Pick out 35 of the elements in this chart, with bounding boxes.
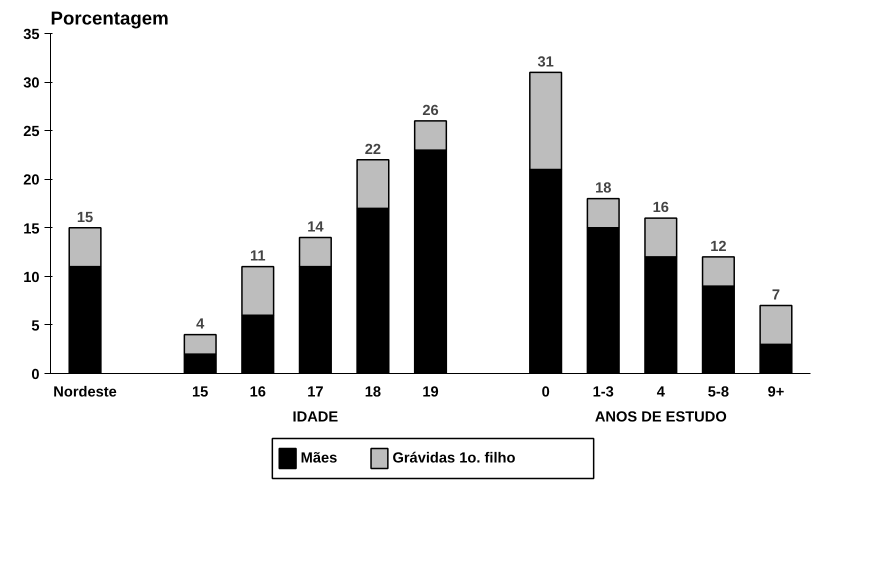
total-label: 7: [772, 288, 780, 304]
legend-label: Mães: [300, 450, 338, 466]
x-tick-label: 5-8: [708, 384, 729, 400]
total-label: 11: [250, 248, 266, 265]
x-tick-label: Nordeste: [53, 384, 117, 400]
x-tick-label: 9+: [768, 384, 784, 400]
total-label: 22: [364, 142, 382, 158]
y-tick-label: 0: [31, 367, 40, 383]
legend-label: Grávidas 1o. filho: [392, 450, 516, 466]
y-tick-label: 5: [31, 318, 40, 334]
total-label: 31: [538, 54, 554, 70]
total-label: 18: [595, 180, 612, 197]
y-tick-label: 20: [23, 172, 40, 189]
total-label: 12: [710, 238, 727, 255]
x-tick-label: 0: [542, 384, 550, 400]
y-tick-label: 30: [23, 76, 40, 92]
x-tick-label: 19: [422, 384, 439, 400]
total-label: 14: [307, 220, 324, 236]
y-tick-label: 35: [23, 27, 40, 43]
x-tick-label: 15: [192, 384, 208, 400]
x-tick-label: 1-3: [592, 384, 614, 400]
y-tick-label: 15: [23, 221, 40, 238]
x-tick-label: 17: [307, 384, 324, 400]
x-tick-label: 4: [656, 384, 666, 400]
total-label: 4: [196, 316, 206, 333]
total-label: 26: [422, 102, 439, 119]
y-tick-label: 25: [23, 124, 40, 140]
text: IDADE: [292, 410, 338, 426]
text: ANOS DE ESTUDO: [594, 410, 727, 426]
y-tick-label: 10: [23, 270, 40, 286]
x-tick-label: 18: [364, 384, 382, 400]
x-tick-label: 16: [250, 384, 266, 400]
y-axis-title: Porcentagem: [50, 8, 169, 28]
total-label: 16: [652, 200, 669, 216]
total-label: 15: [76, 210, 94, 226]
